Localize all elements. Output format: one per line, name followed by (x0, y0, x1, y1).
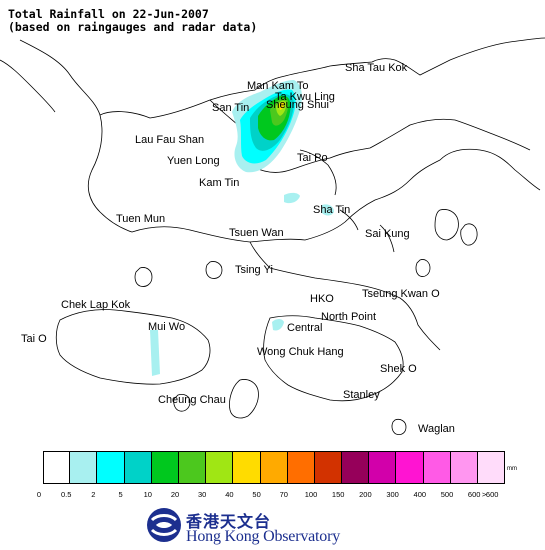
hko-logo: 香港天文台 Hong Kong Observatory (146, 502, 416, 548)
legend-tick-label: 10 (143, 490, 152, 499)
legend-tick-label: 40 (225, 490, 234, 499)
legend-swatch (43, 451, 71, 484)
legend-swatch (450, 451, 478, 484)
legend-swatch (342, 451, 370, 484)
label-yuen-long: Yuen Long (167, 155, 220, 167)
legend-tick-labels: 0 0.5 2 5 10 20 30 40 50 70 100 150 200 300 400 500 600 >… (0, 490, 545, 502)
label-chek-lap-kok: Chek Lap Kok (61, 299, 131, 311)
legend-unit: mm (507, 466, 517, 472)
rainfall-overlay (150, 80, 334, 376)
label-shek-o: Shek O (380, 363, 417, 375)
label-tsing-yi: Tsing Yi (235, 264, 273, 276)
label-san-tin: San Tin (212, 102, 249, 114)
rainfall-map: Sha Tau Kok Man Kam To Ta Kwu Ling San T… (0, 37, 545, 435)
legend-tick-label: 200 (359, 490, 372, 499)
label-waglan: Waglan (418, 423, 455, 435)
legend-tick-label: 2 (91, 490, 96, 499)
label-hko: HKO (310, 293, 334, 305)
legend-tick-label: 70 (279, 490, 288, 499)
legend-tick-label: 500 (440, 490, 454, 499)
legend-swatch (70, 451, 98, 484)
label-mui-wo: Mui Wo (148, 321, 185, 333)
legend-tick-label: 100 (304, 490, 318, 499)
label-cheung-chau: Cheung Chau (158, 394, 226, 406)
legend-tick-label: 50 (252, 490, 261, 499)
legend-tick-label: 20 (170, 490, 180, 499)
legend-swatch (287, 451, 315, 484)
label-north-point: North Point (321, 311, 376, 323)
hko-emblem-icon (147, 508, 181, 542)
legend-tick-label: 0 (36, 490, 42, 499)
label-sheung-shui: Sheung Shui (266, 99, 329, 111)
map-title: Total Rainfall on 22-Jun-2007 (8, 7, 209, 21)
coastline (0, 37, 545, 435)
legend-tick-label: 300 (386, 490, 399, 499)
label-tuen-mun: Tuen Mun (116, 213, 165, 225)
label-central: Central (287, 322, 322, 334)
label-tai-o: Tai O (21, 333, 47, 345)
legend-tick-label: 30 (198, 490, 207, 499)
label-man-kam-to: Man Kam To (247, 80, 309, 92)
legend-swatch (178, 451, 207, 484)
label-lau-fau-shan: Lau Fau Shan (135, 134, 204, 146)
legend-tick-label: 150 (331, 490, 345, 499)
legend-swatch (314, 451, 343, 484)
label-tai-po: Tai Po (297, 152, 328, 164)
legend-tick-label: 600 (485, 490, 499, 499)
logo-chinese-text: 香港天文台 (186, 512, 272, 531)
place-labels: Sha Tau Kok Man Kam To Ta Kwu Ling San T… (21, 62, 455, 435)
legend-swatch (97, 451, 125, 484)
legend-swatch (478, 451, 506, 484)
logo-english-text: Hong Kong Observatory (186, 528, 340, 545)
label-stanley: Stanley (343, 389, 380, 401)
legend-tick-label: 400 (413, 490, 427, 499)
legend-swatch (206, 451, 234, 484)
legend-tick-label: > (481, 490, 487, 499)
label-ta-kwu-ling: Ta Kwu Ling (275, 91, 335, 103)
legend-tick-label: 0.5 (60, 490, 72, 499)
label-sha-tin: Sha Tin (313, 204, 350, 216)
legend-swatch (423, 451, 451, 484)
rainfall-legend (43, 451, 506, 484)
map-subtitle: (based on raingauges and radar data) (8, 20, 258, 34)
label-sai-kung: Sai Kung (365, 228, 410, 240)
legend-swatch (396, 451, 424, 484)
label-sha-tau-kok: Sha Tau Kok (345, 62, 408, 74)
legend-swatch (369, 451, 397, 484)
legend-swatch (124, 451, 152, 484)
legend-swatch (260, 451, 288, 484)
legend-swatch (151, 451, 179, 484)
label-wong-chuk-hang: Wong Chuk Hang (257, 346, 344, 358)
legend-tick-label: 600 (467, 490, 481, 499)
label-tsuen-wan: Tsuen Wan (229, 227, 284, 239)
label-kam-tin: Kam Tin (199, 177, 239, 189)
legend-tick-label: 5 (118, 490, 123, 499)
legend-swatch (233, 451, 261, 484)
label-tseung-kwan-o: Tseung Kwan O (362, 288, 440, 300)
